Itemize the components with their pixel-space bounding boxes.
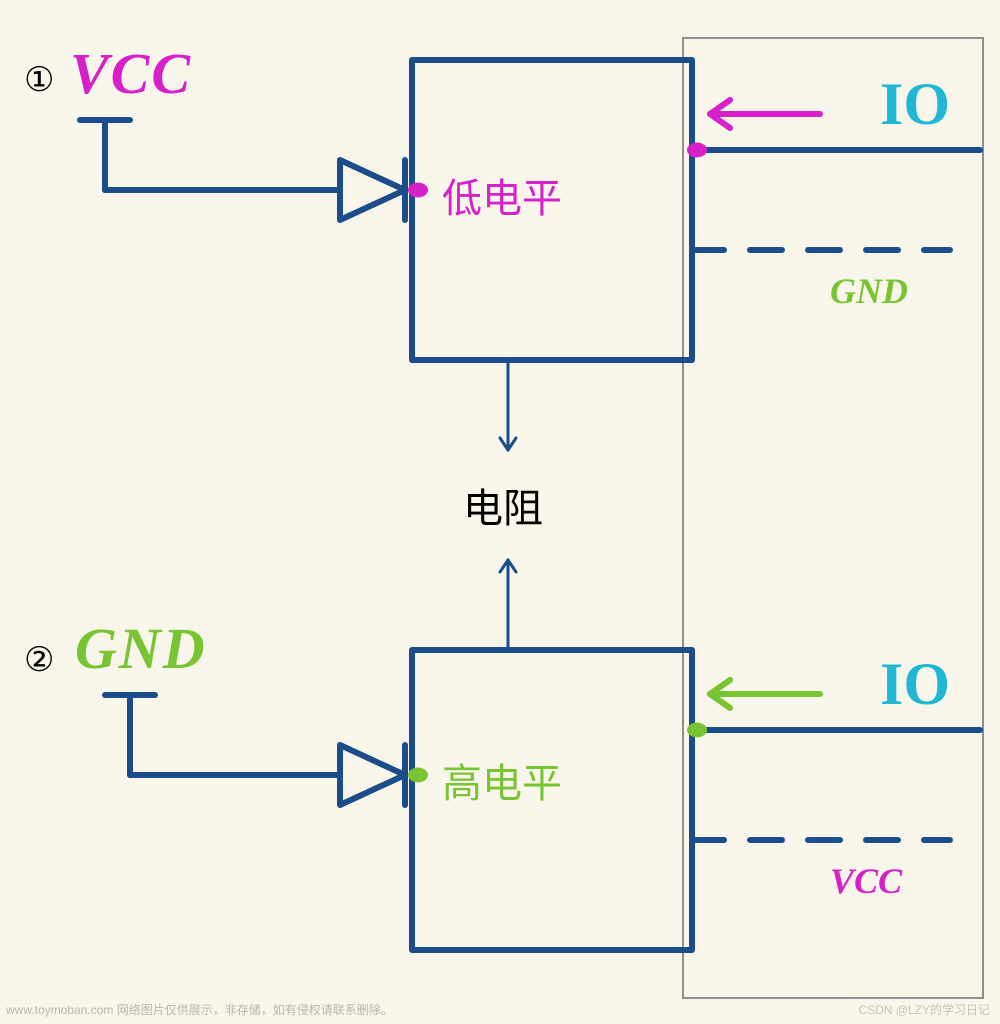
marker-2: ②	[24, 640, 54, 680]
level-label-1: 低电平	[442, 166, 562, 224]
marker-1: ①	[24, 60, 54, 100]
io-label-1: IO	[880, 70, 950, 139]
io-sub-label-1: GND	[830, 270, 908, 312]
source-label-2: GND	[75, 615, 207, 682]
resistor-label: 电阻	[463, 476, 543, 534]
io-label-2: IO	[880, 650, 950, 719]
level-label-2: 高电平	[442, 751, 562, 809]
watermark-left: www.toymoban.com 网络图片仅供展示，非存储，如有侵权请联系删除。	[6, 1001, 393, 1018]
watermark-right: CSDN @LZY的学习日记	[858, 1001, 990, 1018]
io-sub-label-2: VCC	[830, 860, 902, 902]
source-label-1: VCC	[70, 40, 192, 107]
